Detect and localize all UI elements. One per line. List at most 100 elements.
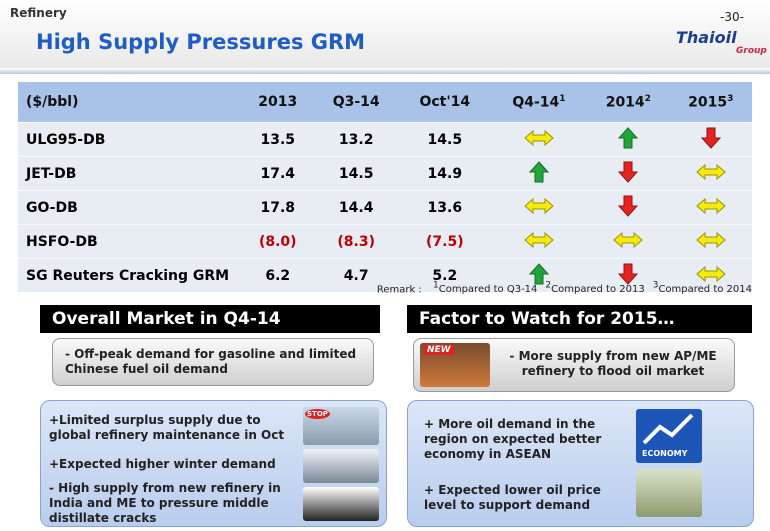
new-image: NEW [420, 343, 490, 387]
cell: (8.0) [242, 224, 314, 259]
economy-chart [642, 413, 694, 445]
cell: 13.6 [398, 190, 491, 225]
section: Refinery [10, 6, 67, 20]
trend-cell [669, 122, 752, 157]
left-title: Overall Market in Q4-14 [40, 305, 380, 333]
header-rule [0, 68, 770, 74]
money-image [636, 469, 702, 517]
cell: 14.5 [398, 122, 491, 157]
title: High Supply Pressures GRM [36, 30, 366, 54]
trend-arrow [701, 127, 721, 149]
header: Refinery High Supply Pressures GRM -30- … [0, 0, 770, 68]
trend-cell [587, 258, 670, 292]
trend-cell [587, 224, 670, 259]
note-mark: 2 [545, 281, 552, 291]
footnote-mark: 2 [644, 93, 651, 104]
col-head: 20153 [669, 82, 752, 123]
col-head: ($/bbl) [18, 82, 242, 123]
oil-image [303, 487, 379, 521]
trend-cell [490, 224, 588, 259]
cell: ULG95-DB [18, 122, 242, 157]
trend-arrow [696, 197, 726, 215]
trend-arrow [524, 197, 554, 215]
trend-arrow [524, 231, 554, 249]
cell: SG Reuters Cracking GRM [18, 258, 242, 292]
left-summary-box: - Off-peak demand for gasoline and limit… [52, 338, 374, 386]
col-head: Q4-141 [490, 82, 588, 123]
trend-arrow [696, 265, 726, 283]
header-row: ($/bbl) 2013 Q3-14 Oct'14 Q4-141 20142 2… [18, 82, 752, 123]
note-text: Compared to 2014 [658, 284, 752, 296]
new-badge: NEW [424, 345, 454, 355]
remark-note: 1Compared to Q3-14 [433, 281, 538, 296]
row: SG Reuters Cracking GRM 6.2 4.7 5.2 [18, 258, 752, 292]
col-text: 2014 [605, 94, 645, 111]
row: ULG95-DB 13.5 13.2 14.5 [18, 122, 752, 157]
stop-sign: STOP [305, 409, 330, 419]
winter-image [303, 449, 379, 483]
trend-cell [587, 156, 670, 191]
col-text: 2015 [688, 94, 728, 111]
trend-cell [669, 190, 752, 225]
trend-arrow [618, 161, 638, 183]
trend-cell [490, 122, 588, 157]
cell: 4.7 [313, 258, 399, 292]
cell: 14.4 [313, 190, 399, 225]
left-item: - High supply from new refinery in India… [49, 481, 281, 525]
col-head: 2013 [242, 82, 314, 123]
cell: (7.5) [398, 224, 491, 259]
left-summary: - Off-peak demand for gasoline and limit… [65, 347, 357, 376]
note-mark: 1 [433, 281, 439, 291]
footnote-mark: 1 [559, 93, 566, 104]
page-number: -30- [720, 10, 744, 24]
cell: 17.4 [242, 156, 314, 191]
cell: 5.2 [398, 258, 491, 292]
cell: 14.5 [313, 156, 399, 191]
cell: 17.8 [242, 190, 314, 225]
remark-note: 2Compared to 2013 [545, 281, 645, 296]
trend-arrow [524, 129, 554, 147]
cell: 13.5 [242, 122, 314, 157]
note-mark: 3 [652, 281, 659, 291]
remark: Remark : 1Compared to Q3-14 2Compared to … [377, 281, 752, 295]
note-text: Compared to 2013 [551, 284, 645, 296]
cell: (8.3) [313, 224, 399, 259]
right-summary-box: NEW - More supply from new AP/ME refiner… [413, 338, 735, 392]
trend-cell [490, 258, 588, 292]
row: HSFO-DB (8.0) (8.3) (7.5) [18, 224, 752, 259]
remark-notes: 1Compared to Q3-14 2Compared to 2013 3Comp… [425, 281, 752, 296]
cell: 14.9 [398, 156, 491, 191]
left-item: +Limited surplus supply due to global re… [49, 413, 285, 442]
logo-sub: Group [736, 46, 767, 56]
right-box: + More oil demand in the region on expec… [407, 400, 754, 527]
trend-cell [669, 224, 752, 259]
right-summary: - More supply from new AP/ME refinery to… [509, 349, 717, 378]
col-head: Q3-14 [313, 82, 399, 123]
right-item: + Expected lower oil price level to supp… [424, 483, 601, 512]
row: JET-DB 17.4 14.5 14.9 [18, 156, 752, 191]
cell: JET-DB [18, 156, 242, 191]
table: ($/bbl) 2013 Q3-14 Oct'14 Q4-141 20142 2… [18, 82, 752, 292]
cell: 13.2 [313, 122, 399, 157]
left-item: +Expected higher winter demand [49, 457, 276, 471]
economy-badge: ECONOMY [642, 449, 688, 458]
trend-arrow [529, 161, 549, 183]
trend-arrow [618, 195, 638, 217]
trend-cell [490, 190, 588, 225]
col-head: Oct'14 [398, 82, 491, 123]
trend-cell [587, 122, 670, 157]
trend-arrow [696, 163, 726, 181]
note-text: Compared to Q3-14 [438, 284, 538, 296]
trend-cell [587, 190, 670, 225]
trend-cell [669, 258, 752, 292]
trend-arrow [613, 231, 643, 249]
right-item: + More oil demand in the region on expec… [424, 417, 602, 461]
trend-cell [490, 156, 588, 191]
col-text: Q4-14 [512, 94, 560, 111]
col-head: 20142 [587, 82, 670, 123]
right-title: Factor to Watch for 2015… [407, 305, 752, 333]
trend-cell [669, 156, 752, 191]
left-box: +Limited surplus supply due to global re… [40, 400, 387, 527]
refinery-image: STOP [303, 407, 379, 445]
